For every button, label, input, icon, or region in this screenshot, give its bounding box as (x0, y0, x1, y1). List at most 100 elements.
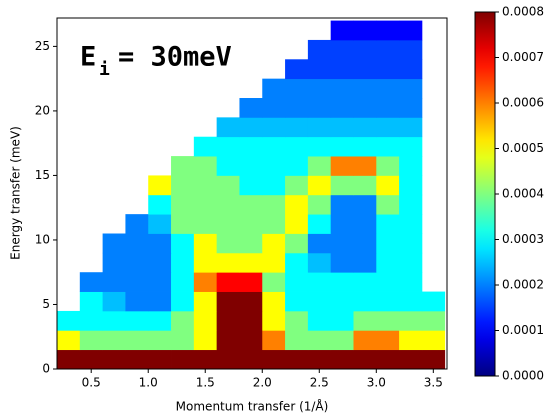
heatmap-cell (285, 175, 309, 196)
heatmap-cell (307, 156, 332, 176)
heatmap-cell (193, 156, 218, 176)
x-tick-label: 3.5 (424, 376, 443, 390)
heatmap-cell (421, 330, 446, 351)
heatmap-cell (330, 136, 354, 157)
heatmap-cell (376, 20, 400, 41)
heatmap-cell (216, 330, 240, 351)
x-tick-label: 3.0 (367, 376, 386, 390)
y-tick-label: 25 (35, 39, 50, 53)
heatmap-cell (125, 272, 149, 292)
heatmap-cell (307, 233, 332, 254)
heatmap-cell (216, 156, 240, 176)
heatmap-cell (376, 78, 400, 99)
heatmap-cell (216, 136, 240, 157)
heatmap-cell (239, 291, 263, 312)
heatmap-cell (330, 78, 354, 99)
heatmap-cell (285, 233, 309, 254)
heatmap-cell (262, 156, 286, 176)
heatmap-cell (376, 136, 400, 157)
heatmap-cell (399, 233, 423, 254)
heatmap-cell (239, 349, 263, 370)
heatmap-cell (307, 291, 332, 312)
heatmap-cell (57, 349, 81, 370)
heatmap-cell (125, 349, 149, 370)
heatmap-cell (421, 349, 446, 370)
heatmap-cell (376, 291, 400, 312)
heatmap-cell (307, 136, 332, 157)
heatmap-cell (171, 175, 195, 196)
heatmap-cell (285, 291, 309, 312)
heatmap-cell (399, 117, 423, 138)
heatmap-cell (216, 194, 240, 215)
heatmap-cell (399, 349, 423, 370)
heatmap-cell (102, 233, 126, 254)
annotation-sub: i (99, 59, 110, 80)
heatmap-cell (216, 310, 240, 331)
heatmap-cell (399, 310, 423, 331)
heatmap-cell (171, 310, 195, 331)
heatmap-cell (262, 78, 286, 99)
heatmap-cell (307, 39, 332, 60)
x-axis-label: Momentum transfer (1/Å) (176, 399, 329, 414)
annotation-rest: = 30meV (118, 42, 232, 73)
heatmap-cell (399, 59, 423, 80)
heatmap-cell (193, 252, 218, 273)
heatmap-cell (79, 272, 104, 292)
heatmap-cell (148, 194, 172, 215)
heatmap-cell (353, 349, 377, 370)
heatmap-cell (285, 272, 309, 292)
colorbar-tick-label: 0.0006 (502, 96, 544, 110)
heatmap-cell (421, 310, 446, 331)
heatmap-cell (193, 349, 218, 370)
x-tick-label: 2.0 (253, 376, 272, 390)
heatmap-cell (193, 194, 218, 215)
colorbar-tick-label: 0.0001 (502, 323, 544, 337)
heatmap-cell (376, 214, 400, 234)
heatmap-cell (193, 330, 218, 351)
heatmap-cell (307, 117, 332, 138)
heatmap-cell (376, 175, 400, 196)
heatmap-cell (307, 272, 332, 292)
heatmap-cell (307, 194, 332, 215)
heatmap-cell (353, 175, 377, 196)
heatmap-cell (79, 349, 104, 370)
heatmap-cell (285, 156, 309, 176)
heatmap-cell (193, 233, 218, 254)
colorbar-tick-label: 0.0007 (502, 50, 544, 64)
heatmap-cell (216, 233, 240, 254)
heatmap-cell (171, 291, 195, 312)
heatmap-cell (171, 233, 195, 254)
heatmap-cell (376, 117, 400, 138)
colorbar-tick-label: 0.0000 (502, 369, 544, 383)
heatmap-cell (376, 156, 400, 176)
heatmap-cell (353, 78, 377, 99)
heatmap-cell (79, 291, 104, 312)
heatmap-cell (376, 349, 400, 370)
heatmap-cell (262, 136, 286, 157)
heatmap-cell (239, 252, 263, 273)
heatmap-cell (307, 310, 332, 331)
heatmap-cell (330, 20, 354, 41)
heatmap-cell (239, 175, 263, 196)
heatmap-cell (353, 117, 377, 138)
heatmap-cell (216, 272, 240, 292)
y-tick-label: 5 (42, 297, 50, 311)
heatmap-cell (376, 272, 400, 292)
heatmap-cell (285, 330, 309, 351)
heatmap-cell (399, 252, 423, 273)
heatmap-cell (376, 310, 400, 331)
heatmap-cell (239, 136, 263, 157)
heatmap-cell (239, 330, 263, 351)
heatmap-cell (285, 117, 309, 138)
heatmap-cell (171, 330, 195, 351)
heatmap-cell (262, 117, 286, 138)
heatmap-cell (57, 310, 81, 331)
heatmap-cell (79, 330, 104, 351)
heatmap-cell (330, 117, 354, 138)
heatmap-cell (399, 291, 423, 312)
heatmap-cell (216, 349, 240, 370)
heatmap-cell (399, 156, 423, 176)
heatmap-cell (193, 272, 218, 292)
